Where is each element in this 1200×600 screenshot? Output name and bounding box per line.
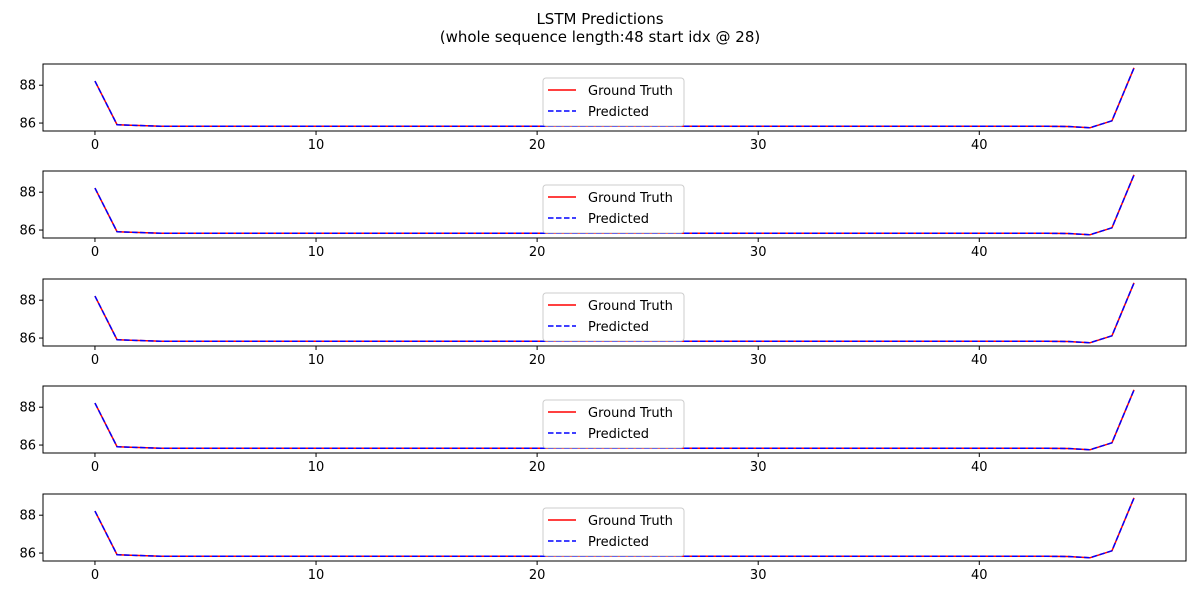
y-tick-label: 88 (19, 294, 36, 309)
axes-frame (42, 385, 1187, 454)
x-tick-label: 40 (971, 245, 988, 260)
x-tick-label: 40 (971, 138, 988, 153)
legend-label-predicted: Predicted (588, 105, 649, 120)
x-tick-label: 20 (529, 460, 546, 475)
x-tick-label: 10 (308, 568, 325, 583)
y-tick-label: 86 (19, 117, 36, 132)
x-tick-label: 30 (750, 138, 767, 153)
y-tick-label: 88 (19, 509, 36, 524)
legend: Ground Truth Predicted (542, 184, 685, 234)
legend-box (542, 507, 685, 557)
y-tick-label: 88 (19, 186, 36, 201)
x-tick-label: 10 (308, 245, 325, 260)
x-tick-label: 0 (91, 138, 99, 153)
subplots: 0 10 20 30 40 86 88 Ground Truth Predicted 0 10 20 3… (19, 63, 1187, 583)
legend-label-predicted: Predicted (588, 320, 649, 335)
y-tick-label: 88 (19, 401, 36, 416)
x-tick-label: 30 (750, 353, 767, 368)
x-tick-label: 0 (91, 353, 99, 368)
axes-frame (42, 170, 1187, 239)
legend-label-ground-truth: Ground Truth (588, 514, 673, 529)
x-tick-label: 10 (308, 353, 325, 368)
legend: Ground Truth Predicted (542, 77, 685, 127)
x-tick-label: 20 (529, 245, 546, 260)
subplot-3: 0 10 20 30 40 86 88 Ground Truth Predicted (19, 278, 1187, 368)
figure-subtitle: (whole sequence length:48 start idx @ 28… (440, 28, 761, 46)
y-tick-label: 88 (19, 79, 36, 94)
y-tick-label: 86 (19, 332, 36, 347)
x-tick-label: 0 (91, 460, 99, 475)
legend-label-predicted: Predicted (588, 212, 649, 227)
x-tick-label: 40 (971, 460, 988, 475)
x-tick-label: 20 (529, 568, 546, 583)
subplot-1: 0 10 20 30 40 86 88 Ground Truth Predicted (19, 63, 1187, 153)
x-tick-label: 30 (750, 245, 767, 260)
x-tick-label: 20 (529, 353, 546, 368)
figure-title: LSTM Predictions (536, 10, 663, 28)
x-tick-label: 0 (91, 245, 99, 260)
legend-label-ground-truth: Ground Truth (588, 299, 673, 314)
legend-label-predicted: Predicted (588, 535, 649, 550)
legend: Ground Truth Predicted (542, 292, 685, 342)
axes-frame (42, 278, 1187, 347)
legend-label-predicted: Predicted (588, 427, 649, 442)
x-tick-label: 30 (750, 460, 767, 475)
legend-label-ground-truth: Ground Truth (588, 406, 673, 421)
axes-frame (42, 63, 1187, 132)
y-tick-label: 86 (19, 547, 36, 562)
subplot-2: 0 10 20 30 40 86 88 Ground Truth Predicted (19, 170, 1187, 260)
x-tick-label: 30 (750, 568, 767, 583)
legend-label-ground-truth: Ground Truth (588, 84, 673, 99)
subplot-4: 0 10 20 30 40 86 88 Ground Truth Predicted (19, 385, 1187, 475)
legend-box (542, 184, 685, 234)
legend-box (542, 399, 685, 449)
subplot-5: 0 10 20 30 40 86 88 Ground Truth Predicted (19, 493, 1187, 583)
legend: Ground Truth Predicted (542, 507, 685, 557)
y-tick-label: 86 (19, 439, 36, 454)
legend-box (542, 77, 685, 127)
x-tick-label: 40 (971, 353, 988, 368)
legend: Ground Truth Predicted (542, 399, 685, 449)
legend-box (542, 292, 685, 342)
x-tick-label: 10 (308, 460, 325, 475)
axes-frame (42, 493, 1187, 562)
x-tick-label: 20 (529, 138, 546, 153)
y-tick-label: 86 (19, 224, 36, 239)
x-tick-label: 10 (308, 138, 325, 153)
legend-label-ground-truth: Ground Truth (588, 191, 673, 206)
x-tick-label: 40 (971, 568, 988, 583)
x-tick-label: 0 (91, 568, 99, 583)
